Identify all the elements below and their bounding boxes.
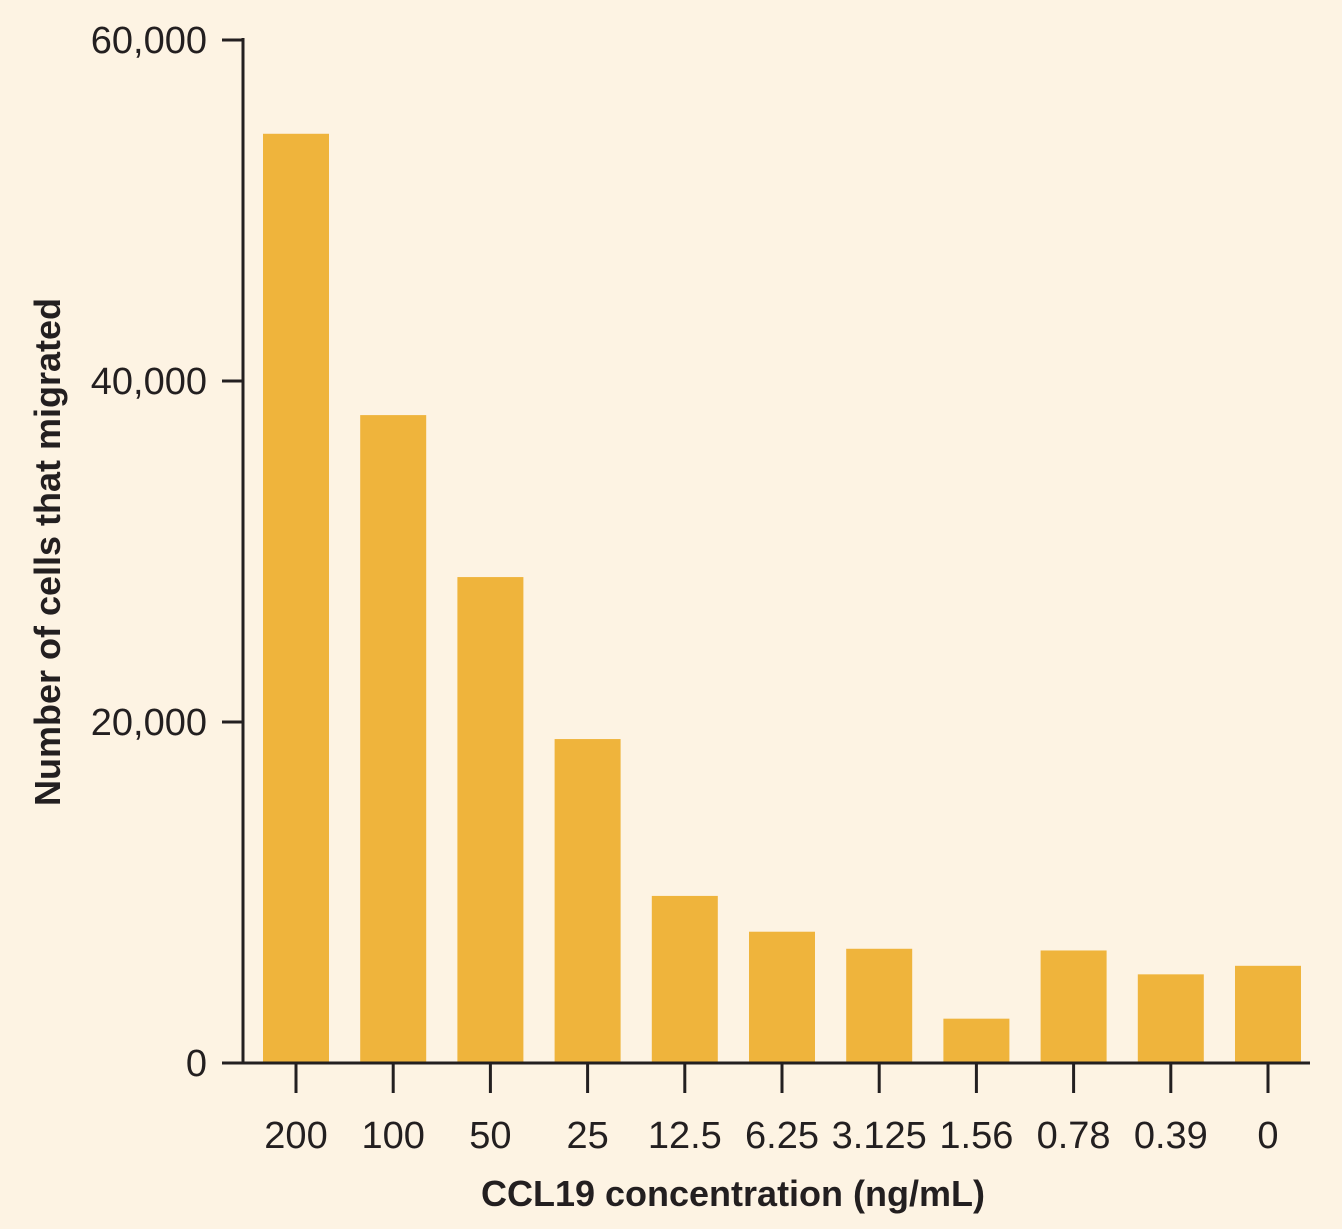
y-axis-title: Number of cells that migrated	[27, 298, 68, 806]
x-tick-label: 1.56	[939, 1115, 1013, 1157]
x-tick-label: 3.125	[832, 1115, 927, 1157]
bar-0.78	[1040, 950, 1107, 1063]
bar-12.5	[651, 895, 718, 1063]
bar-100	[360, 415, 427, 1064]
bar-3.125	[846, 948, 913, 1063]
bar-50	[457, 577, 524, 1063]
x-tick-label: 200	[264, 1115, 327, 1157]
bar-200	[263, 133, 329, 1063]
x-tick-label: 100	[361, 1115, 424, 1157]
x-tick-label: 0.39	[1134, 1115, 1208, 1157]
bar-25	[554, 739, 621, 1063]
x-axis-title: CCL19 concentration (ng/mL)	[481, 1173, 985, 1214]
bars-layer	[263, 133, 1301, 1064]
bar-0	[1235, 965, 1301, 1063]
x-tick-label: 0.78	[1037, 1115, 1111, 1157]
y-tick-label: 40,000	[91, 361, 207, 403]
x-ticks: 200 100 50 25 12.5 6.25 3.125 1.56 0.78 0.39 0	[264, 1063, 1279, 1157]
y-tick-label: 0	[186, 1043, 207, 1085]
bar-1.56	[943, 1018, 1010, 1063]
x-tick-label: 0	[1257, 1115, 1278, 1157]
axes-layer	[222, 38, 1310, 1065]
y-tick-label: 20,000	[91, 702, 207, 744]
x-tick-label: 25	[566, 1115, 608, 1157]
y-tick-label: 60,000	[91, 20, 207, 62]
x-tick-label: 6.25	[745, 1115, 819, 1157]
bar-6.25	[749, 931, 815, 1063]
x-tick-label: 12.5	[648, 1115, 722, 1157]
bar-0.39	[1137, 974, 1204, 1063]
y-ticks: 0 20,000 40,000 60,000	[91, 20, 243, 1085]
x-tick-label: 50	[469, 1115, 511, 1157]
